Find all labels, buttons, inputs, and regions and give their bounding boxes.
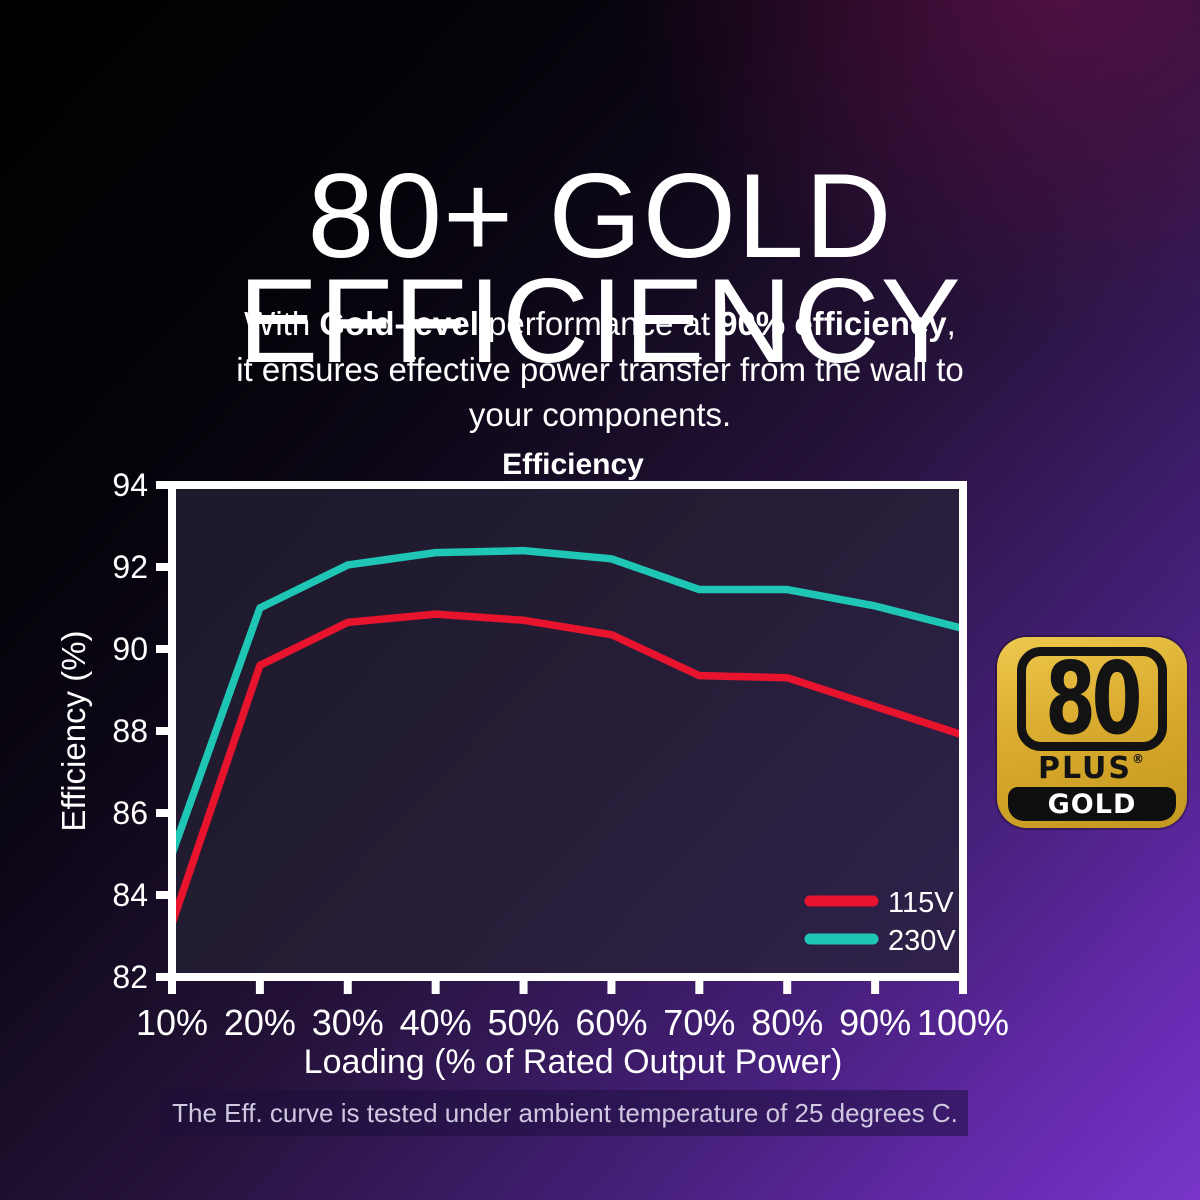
plot-area [172,485,963,977]
y-tick-label: 88 [112,713,148,749]
subtitle: With Gold-level performance at 90% effic… [0,301,1200,438]
chart-title: Efficiency [502,448,644,481]
legend: 115V 230V [804,887,956,957]
headline-line1: 80+ GOLD [307,149,893,284]
y-tick-label: 92 [112,549,148,585]
subtitle-line: it ensures effective power transfer from… [0,347,1200,393]
badge-80-number: 80 [1045,640,1143,757]
subtitle-segment: , [946,305,956,342]
legend-label-115v: 115V [888,887,954,919]
y-tick-label: 84 [112,877,148,913]
registered-mark: ® [1132,752,1146,766]
x-tick-label: 80% [751,1002,823,1043]
x-axis: 10% 20% 30% 40% 50% 60% 70% 80% 90% 100% [136,977,1009,1043]
badge-tier-label: GOLD [1047,788,1137,820]
y-tick-label: 90 [112,631,148,667]
subtitle-segment: it ensures effective power transfer from… [236,350,964,388]
x-tick-label: 40% [400,1002,472,1043]
legend-label-230v: 230V [888,925,956,957]
badge-tier-band: GOLD [1008,787,1176,821]
badge-plus-label: PLUS ® [1037,751,1146,786]
badge-80-frame: 80 [1017,647,1167,751]
subtitle-line: With Gold-level performance at 90% effic… [0,301,1200,347]
x-tick-label: 30% [312,1002,384,1043]
footnote-bar: The Eff. curve is tested under ambient t… [162,1090,968,1136]
x-tick-label: 50% [488,1002,560,1043]
subtitle-segment: performance at [478,305,720,342]
footnote-text: The Eff. curve is tested under ambient t… [172,1097,958,1128]
y-tick-label: 86 [112,795,148,831]
y-axis-title: Efficiency (%) [55,630,92,831]
x-tick-label: 70% [663,1002,735,1043]
headline-line2: EFFICIENCY [238,253,962,388]
headline: 80+ GOLD EFFICIENCY [0,149,1200,388]
x-tick-label: 10% [136,1002,208,1043]
y-tick-label: 94 [112,467,148,503]
plot-frame [168,481,967,981]
y-axis: 82 84 86 88 90 92 94 [112,467,172,995]
subtitle-line: your components. [0,392,1200,438]
subtitle-segment: your components. [468,396,732,434]
series-lines [168,546,965,925]
series-line-230v [168,546,964,856]
series-line-115v [168,610,965,925]
x-tick-label: 90% [839,1002,911,1043]
x-tick-label: 60% [575,1002,647,1043]
badge-plus-text: PLUS [1037,751,1132,786]
x-tick-label: 100% [917,1002,1009,1043]
subtitle-segment: With [244,305,320,342]
efficiency-chart: Efficiency 82 84 86 88 90 92 94 10% 20% 30% 40% 50… [55,448,1009,1081]
eighty-plus-gold-badge: 80 PLUS ® GOLD [997,637,1187,828]
subtitle-segment: 90% efficiency [719,305,947,342]
subtitle-segment: Gold-level [319,305,479,342]
x-tick-label: 20% [224,1002,296,1043]
x-axis-title: Loading (% of Rated Output Power) [304,1043,843,1081]
y-tick-label: 82 [112,959,148,995]
